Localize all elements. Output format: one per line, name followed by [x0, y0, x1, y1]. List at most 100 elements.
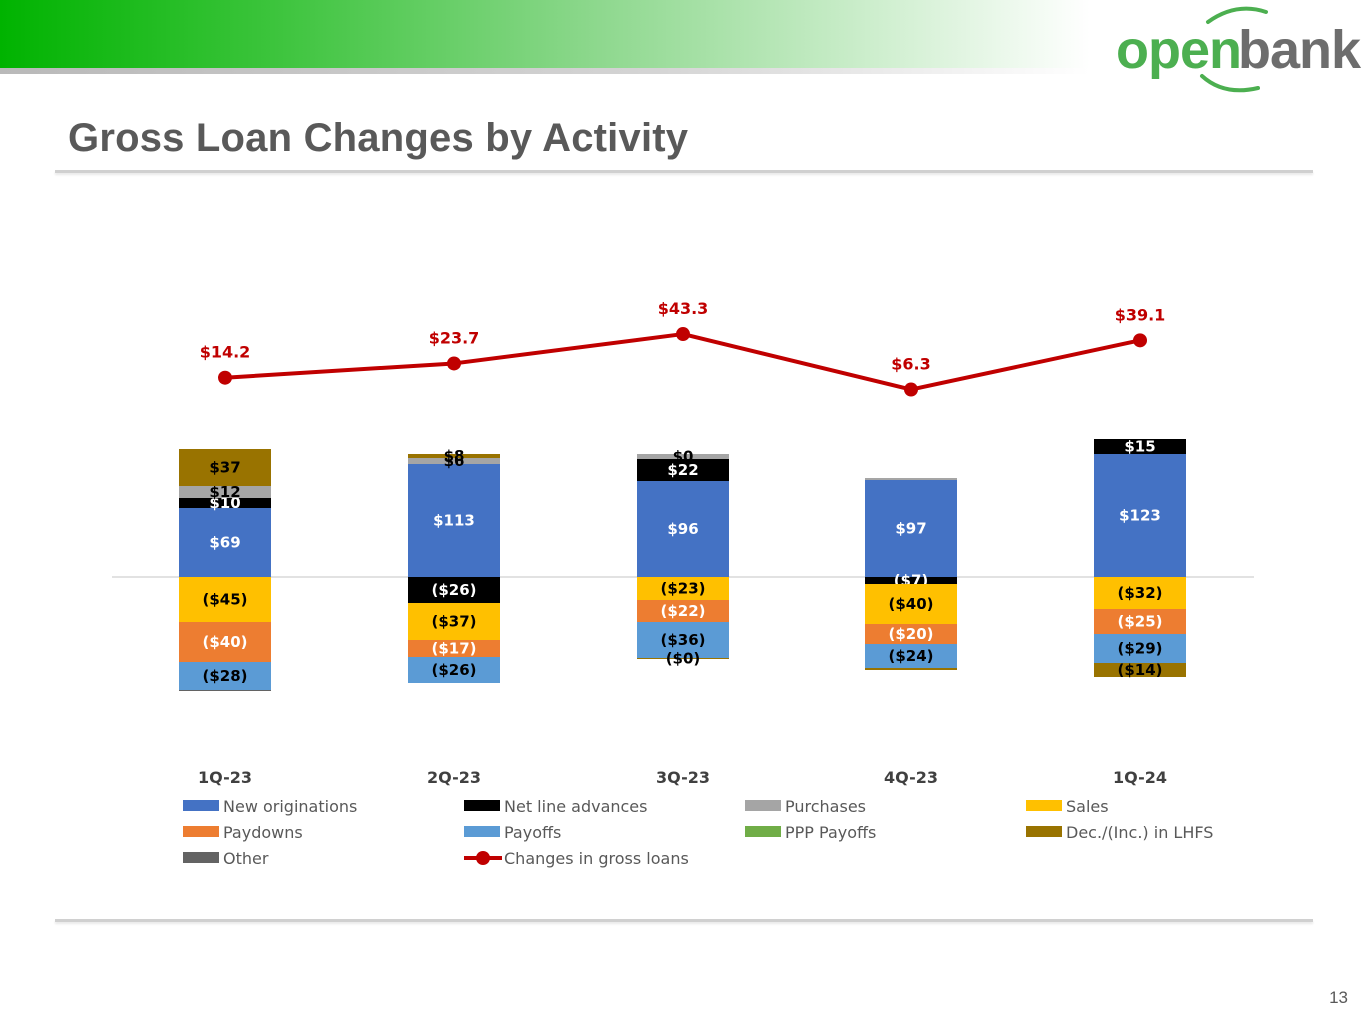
legend-label-changes-in-gross-loans: Changes in gross loans: [504, 849, 689, 868]
legend-swatch-other: [183, 852, 219, 863]
data-label-purchases-1q-23: $12: [209, 483, 240, 501]
bar-sales-3q-23: [637, 577, 729, 600]
bar-purchases-4q-23: [865, 478, 957, 480]
bar-new-originations-1q-23: [179, 508, 271, 577]
data-label-new-originations-2q-23: $113: [433, 512, 475, 530]
line-label-2q-23: $23.7: [429, 328, 480, 347]
bar-sales-4q-23: [865, 584, 957, 624]
bar-paydowns-1q-23: [179, 622, 271, 662]
legend-label-dec-inc-in-lhfs: Dec./(Inc.) in LHFS: [1066, 823, 1213, 842]
data-label-net-line-advances-1q-23: $10: [209, 494, 240, 512]
data-label-net-line-advances-3q-23: $22: [667, 461, 698, 479]
bar-dec-inc-in-lhfs-3q-23: [637, 658, 729, 659]
data-label-paydowns-1q-23: ($40): [202, 633, 247, 651]
bar-net-line-advances-1q-23: [179, 498, 271, 508]
bar-dec-inc-in-lhfs-1q-23: [179, 449, 271, 486]
bar-payoffs-4q-23: [865, 644, 957, 668]
bar-dec-inc-in-lhfs-4q-23: [865, 668, 957, 670]
bar-sales-1q-23: [179, 577, 271, 622]
legend-label-sales: Sales: [1066, 797, 1109, 816]
legend-label-ppp-payoffs: PPP Payoffs: [785, 823, 876, 842]
category-label-4q-23: 4Q-23: [884, 768, 938, 787]
data-label-new-originations-1q-23: $69: [209, 534, 240, 552]
bar-paydowns-1q-24: [1094, 609, 1186, 634]
bar-paydowns-3q-23: [637, 600, 729, 622]
page-number: 13: [1329, 988, 1348, 1007]
legend-swatch-paydowns: [183, 826, 219, 837]
bar-net-line-advances-4q-23: [865, 577, 957, 584]
category-label-3q-23: 3Q-23: [656, 768, 710, 787]
bar-purchases-3q-23: [637, 454, 729, 459]
category-label-1q-24: 1Q-24: [1113, 768, 1167, 787]
header-gradient-band: [0, 0, 1090, 68]
data-label-dec-inc-in-lhfs-1q-24: ($14): [1117, 661, 1162, 679]
line-point-4q-23: [904, 382, 918, 397]
line-point-1q-24: [1133, 333, 1147, 348]
data-label-sales-2q-23: ($37): [431, 613, 476, 631]
data-label-new-originations-3q-23: $96: [667, 520, 698, 538]
data-label-paydowns-1q-24: ($25): [1117, 613, 1162, 631]
bar-sales-2q-23: [408, 603, 500, 640]
logo-swoosh-bottom: [1200, 74, 1260, 93]
bar-dec-inc-in-lhfs-1q-24: [1094, 663, 1186, 677]
bar-purchases-2q-23: [408, 458, 500, 464]
page-title: Gross Loan Changes by Activity: [68, 116, 689, 160]
data-label-sales-4q-23: ($40): [888, 595, 933, 613]
bar-dec-inc-in-lhfs-2q-23: [408, 454, 500, 458]
category-label-1q-23: 1Q-23: [198, 768, 252, 787]
data-label-paydowns-3q-23: ($22): [660, 602, 705, 620]
data-label-sales-1q-24: ($32): [1117, 584, 1162, 602]
legend-swatch-net-line-advances: [464, 800, 500, 811]
bar-new-originations-2q-23: [408, 464, 500, 577]
data-label-dec-inc-in-lhfs-3q-23: ($0): [666, 650, 701, 668]
bar-payoffs-1q-23: [179, 662, 271, 690]
legend-swatch-payoffs: [464, 826, 500, 837]
data-label-sales-1q-23: ($45): [202, 591, 247, 609]
bar-net-line-advances-3q-23: [637, 459, 729, 481]
footer-divider: [55, 919, 1313, 922]
data-label-new-originations-1q-24: $123: [1119, 507, 1161, 525]
bar-net-line-advances-2q-23: [408, 577, 500, 603]
line-label-1q-23: $14.2: [200, 343, 251, 362]
openbank-logo: open bank: [1116, 6, 1363, 93]
legend-swatch-marker-changes-in-gross-loans: [476, 851, 490, 865]
category-label-2q-23: 2Q-23: [427, 768, 481, 787]
legend-swatch-dec-inc-in-lhfs: [1026, 826, 1062, 837]
data-label-net-line-advances-2q-23: ($26): [431, 581, 476, 599]
legend-swatch-sales: [1026, 800, 1062, 811]
data-label-dec-inc-in-lhfs-2q-23: $8: [444, 447, 465, 465]
line-point-1q-23: [218, 370, 232, 385]
legend-swatch-new-originations: [183, 800, 219, 811]
data-label-payoffs-2q-23: ($26): [431, 661, 476, 679]
header-band-shadow: [0, 68, 1090, 74]
bar-net-line-advances-1q-24: [1094, 439, 1186, 454]
data-label-payoffs-4q-23: ($24): [888, 647, 933, 665]
bar-new-originations-1q-24: [1094, 454, 1186, 577]
bar-new-originations-3q-23: [637, 481, 729, 577]
data-label-payoffs-3q-23: ($36): [660, 631, 705, 649]
logo-text-bank: bank: [1238, 20, 1362, 80]
bar-other-1q-23: [179, 690, 271, 691]
title-divider: [55, 170, 1313, 173]
line-changes-in-gross-loans: [224, 332, 1141, 392]
legend-label-payoffs: Payoffs: [504, 823, 561, 842]
bar-sales-1q-24: [1094, 577, 1186, 609]
line-label-1q-24: $39.1: [1115, 305, 1166, 324]
bar-purchases-1q-23: [179, 486, 271, 498]
data-label-new-originations-4q-23: $97: [895, 520, 926, 538]
data-label-sales-3q-23: ($23): [660, 580, 705, 598]
logo-swoosh-top: [1206, 6, 1268, 24]
data-label-paydowns-2q-23: ($17): [431, 640, 476, 658]
bar-payoffs-3q-23: [637, 622, 729, 658]
bar-paydowns-4q-23: [865, 624, 957, 644]
line-label-3q-23: $43.3: [658, 299, 709, 318]
bar-new-originations-4q-23: [865, 480, 957, 577]
legend-label-other: Other: [223, 849, 269, 868]
legend-label-net-line-advances: Net line advances: [504, 797, 647, 816]
line-label-4q-23: $6.3: [891, 355, 930, 374]
bar-payoffs-1q-24: [1094, 634, 1186, 663]
line-point-3q-23: [676, 327, 690, 342]
logo-text-open: open: [1116, 20, 1241, 80]
data-label-purchases-3q-23: $0: [673, 448, 694, 466]
